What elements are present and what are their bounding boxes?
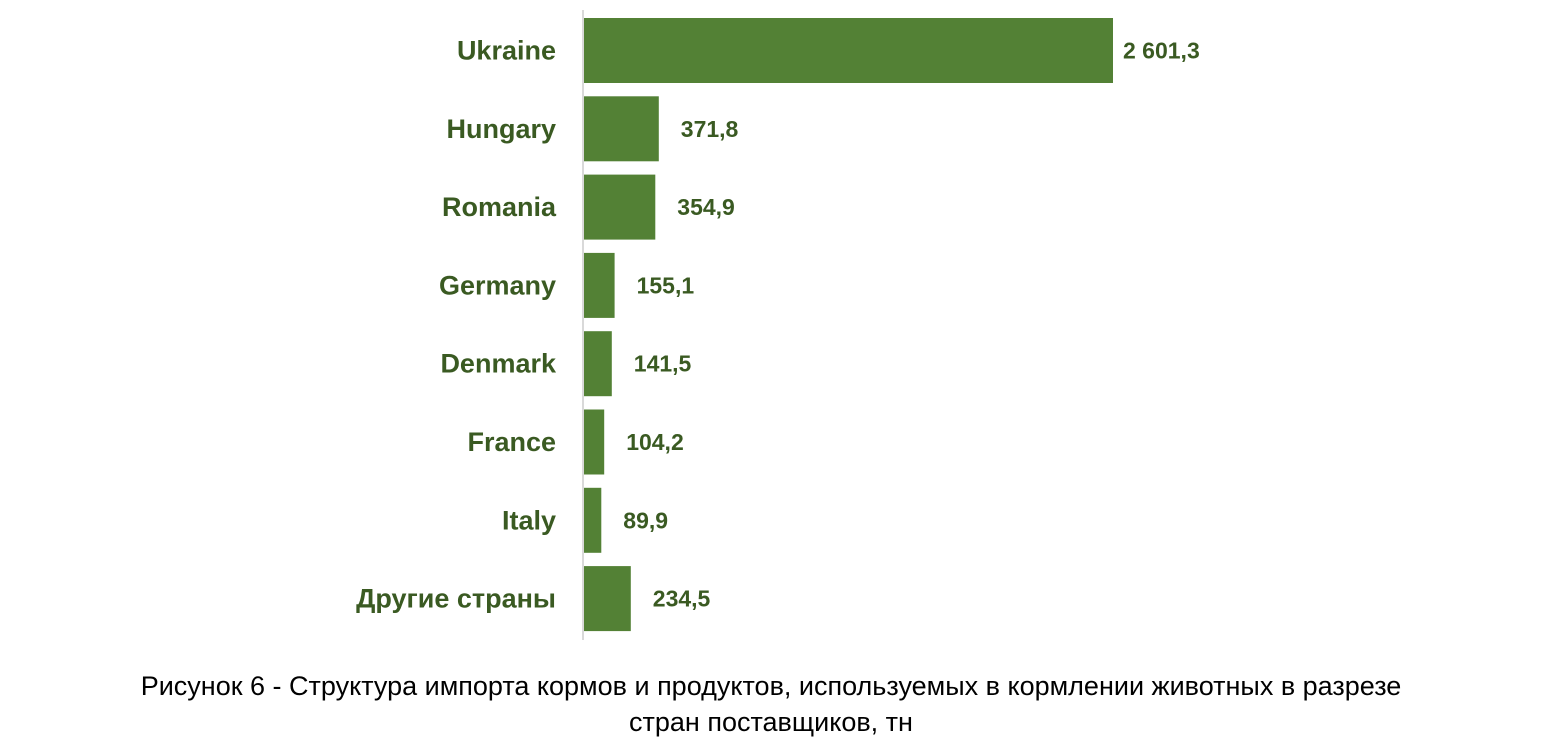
bar [583, 18, 1113, 83]
category-labels-group: Ukraine Hungary Romania Germany Denmark Franc… [356, 36, 557, 614]
bar [583, 409, 605, 475]
category-label: Romania [442, 192, 557, 222]
value-labels-group: 2 601,3 371,8 354,9 155,1 141,5 104,2 89,9 234,… [623, 38, 1199, 612]
category-label: France [467, 427, 556, 457]
data-label: 354,9 [677, 194, 735, 220]
category-label: Ukraine [457, 36, 556, 66]
bar-chart: Ukraine Hungary Romania Germany Denmark Franc… [356, 10, 1200, 640]
category-label: Germany [439, 270, 556, 300]
category-label: Denmark [440, 349, 557, 379]
bars-group [583, 18, 1113, 632]
bar [583, 96, 659, 162]
bar [583, 252, 615, 318]
bar [583, 174, 656, 240]
data-label: 371,8 [681, 116, 739, 142]
category-label: Italy [502, 505, 556, 535]
bar [583, 331, 612, 397]
data-label: 141,5 [634, 351, 692, 377]
category-label: Hungary [446, 114, 556, 144]
figure-caption: Рисунок 6 - Структура импорта кормов и п… [0, 668, 1542, 740]
category-label: Другие страны [356, 584, 556, 614]
data-label: 234,5 [653, 586, 711, 612]
data-label: 2 601,3 [1123, 38, 1200, 64]
bar [583, 566, 631, 632]
caption-line-2: стран поставщиков, тн [629, 707, 913, 737]
data-label: 104,2 [626, 429, 684, 455]
bar [583, 487, 602, 553]
data-label: 155,1 [637, 272, 695, 298]
caption-line-1: Рисунок 6 - Структура импорта кормов и п… [140, 671, 1402, 701]
data-label: 89,9 [623, 507, 668, 533]
